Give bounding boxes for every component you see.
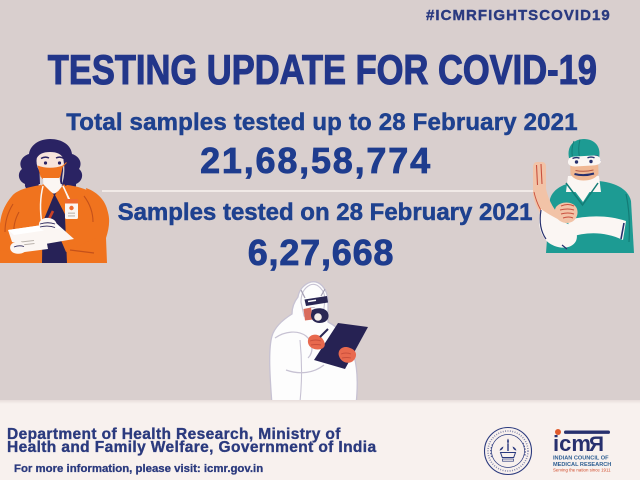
svg-text:R: R: [589, 433, 604, 456]
svg-text:icm: icm: [553, 431, 591, 456]
svg-text:MEDICAL RESEARCH: MEDICAL RESEARCH: [553, 462, 611, 468]
svg-text:Serving the nation since 1911: Serving the nation since 1911: [553, 468, 611, 473]
svg-text:INDIAN COUNCIL OF: INDIAN COUNCIL OF: [553, 456, 609, 462]
